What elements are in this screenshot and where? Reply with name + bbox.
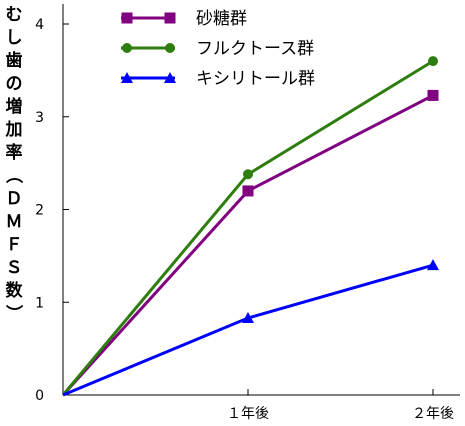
y-ticks: 0 1 2 3 4	[35, 17, 69, 404]
legend-label: キシリトール群	[196, 69, 315, 89]
y-label-char: む	[6, 5, 23, 25]
axes	[62, 4, 460, 396]
y-label-char: 歯	[6, 50, 23, 71]
data-point-marker	[243, 169, 253, 180]
y-label-char: Ｆ	[6, 235, 23, 255]
series-line	[61, 94, 434, 397]
y-tick-label: 2	[35, 203, 44, 219]
y-label-char: （	[3, 167, 24, 184]
series-line	[61, 59, 434, 396]
y-label-char: Ｍ	[6, 212, 23, 232]
y-tick-label: 1	[35, 295, 44, 311]
data-point-marker	[427, 259, 439, 271]
series-group	[61, 56, 439, 397]
legend-entry: キシリトール群	[121, 69, 315, 89]
y-label-char: 増	[6, 96, 23, 117]
legend-label: 砂糖群	[196, 9, 247, 29]
legend-entry: 砂糖群	[121, 9, 247, 29]
legend-marker-right	[165, 43, 175, 53]
y-label-char: し	[6, 28, 23, 48]
series-2	[61, 56, 438, 396]
legend-marker-right	[164, 12, 176, 24]
data-point-marker	[427, 89, 439, 101]
series-3	[62, 259, 439, 397]
y-tick-label: 0	[35, 388, 44, 404]
data-point-marker	[242, 312, 254, 324]
y-label-char: 加	[5, 120, 23, 140]
legend-marker-left	[121, 12, 133, 24]
series-1	[61, 89, 439, 397]
x-tick-label: ２年後	[412, 406, 454, 422]
y-tick-label: 4	[35, 17, 44, 33]
y-label-char: Ｓ	[6, 258, 23, 278]
y-label-char: Ｄ	[6, 189, 23, 209]
y-label-char: の	[6, 74, 23, 94]
legend-marker-left	[122, 43, 132, 53]
legend-entry: フルクトース群	[121, 39, 314, 59]
legend-marker-left	[121, 72, 133, 83]
legend-marker-right	[164, 72, 176, 83]
y-label-char: ）	[3, 305, 24, 322]
x-ticks: １年後 ２年後	[227, 389, 454, 422]
legend-label: フルクトース群	[196, 39, 314, 59]
y-label-char: 率	[6, 142, 23, 163]
data-point-marker	[428, 56, 438, 67]
y-label-char: 数	[6, 280, 24, 301]
y-tick-label: 3	[35, 110, 44, 126]
x-tick-label: １年後	[227, 406, 269, 422]
data-point-marker	[242, 185, 254, 197]
